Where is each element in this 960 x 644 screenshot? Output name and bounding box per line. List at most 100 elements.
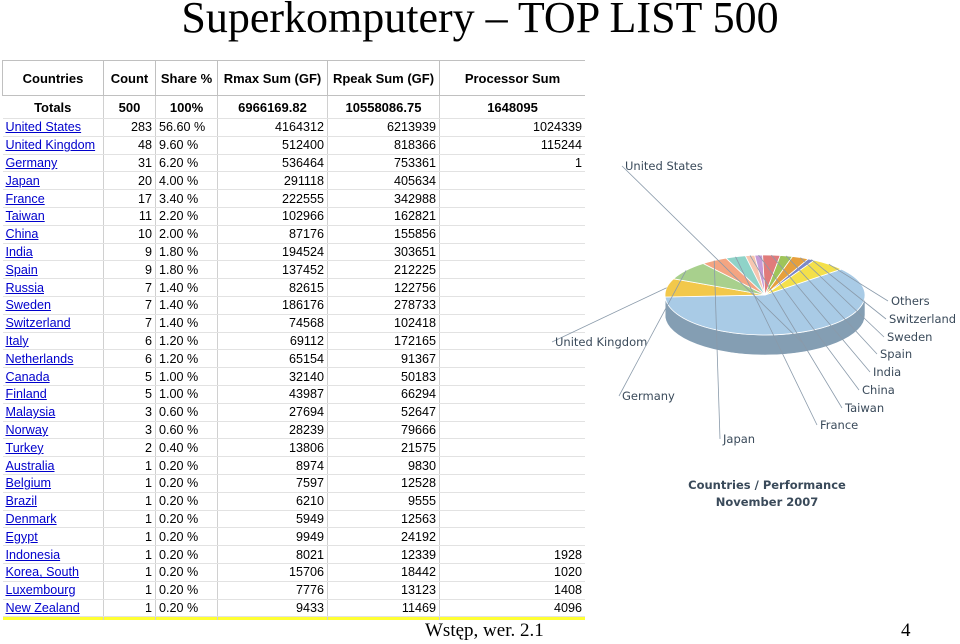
rpeak-cell: 278733 (327, 296, 440, 315)
table-row: Germany 31 6.20 % 536464 753361 1 (2, 154, 585, 173)
count-cell: 6 (103, 349, 156, 369)
processor-sum-cell (439, 367, 585, 386)
rmax-cell: 15706 (217, 563, 328, 582)
count-cell: 1 (103, 599, 156, 618)
top500-table-container: Countries Count Share % Rmax Sum (GF) Rp… (2, 60, 585, 620)
count-cell: 1 (103, 545, 156, 564)
rpeak-cell: 818366 (327, 136, 440, 155)
country-link[interactable]: Norway (2, 421, 104, 440)
country-link[interactable]: Indonesia (2, 545, 104, 564)
country-link[interactable]: Taiwan (2, 207, 104, 226)
rpeak-cell: 405634 (327, 171, 440, 191)
header-countries[interactable]: Countries (2, 60, 104, 96)
country-link[interactable]: Sweden (2, 296, 104, 315)
share-cell: 1.80 % (155, 260, 218, 280)
count-cell: 283 (103, 118, 156, 137)
share-cell: 1.00 % (155, 385, 218, 404)
processor-sum-cell (439, 296, 585, 315)
leader-line-france (735, 256, 818, 426)
header-rpeak[interactable]: Rpeak Sum (GF) (327, 60, 440, 96)
country-link[interactable]: Poland (2, 616, 104, 620)
count-cell: 7 (103, 296, 156, 315)
country-link[interactable]: France (2, 189, 104, 208)
table-body: Totals 500 100% 6966169.82 10558086.75 1… (2, 95, 585, 620)
count-cell: 20 (103, 171, 156, 191)
table-row: Finland 5 1.00 % 43987 66294 (2, 385, 585, 404)
rpeak-cell: 9830 (327, 456, 440, 475)
count-cell: 1 (103, 563, 156, 582)
country-link[interactable]: Malaysia (2, 403, 104, 422)
country-link[interactable]: Finland (2, 385, 104, 404)
table-row: France 17 3.40 % 222555 342988 (2, 189, 585, 208)
country-link[interactable]: Canada (2, 367, 104, 386)
count-cell: 17 (103, 189, 156, 208)
pie-slice-others (764, 259, 843, 296)
share-cell: 0.20 % (155, 510, 218, 529)
rmax-cell: 512400 (217, 136, 328, 155)
table-row: India 9 1.80 % 194524 303651 (2, 243, 585, 262)
leader-line-others (828, 263, 889, 302)
country-link[interactable]: Japan (2, 171, 104, 191)
share-cell: 1.20 % (155, 349, 218, 369)
leader-line-united-states (621, 165, 803, 343)
rmax-cell: 6210 (217, 492, 328, 511)
header-processor-sum[interactable]: Processor Sum (439, 60, 585, 96)
table-row: Brazil 1 0.20 % 6210 9555 (2, 492, 585, 511)
processor-sum-cell: 1288 (439, 616, 585, 620)
pie-slice-united-states (664, 268, 866, 336)
table-row: New Zealand 1 0.20 % 9433 11469 4096 (2, 599, 585, 618)
leader-line-united-kingdom (551, 287, 667, 343)
rmax-cell: 8021 (217, 545, 328, 564)
processor-sum-cell (439, 243, 585, 262)
share-cell: 0.20 % (155, 563, 218, 582)
country-link[interactable]: Turkey (2, 438, 104, 458)
country-link[interactable]: Germany (2, 154, 104, 173)
pie-label-switzerland: Switzerland (889, 312, 956, 326)
country-link[interactable]: New Zealand (2, 599, 104, 618)
header-rmax[interactable]: Rmax Sum (GF) (217, 60, 328, 96)
table-row: United Kingdom 48 9.60 % 512400 818366 115244 (2, 136, 585, 155)
count-cell: 7 (103, 278, 156, 297)
country-link[interactable]: Spain (2, 260, 104, 280)
country-link[interactable]: Belgium (2, 474, 104, 493)
country-link[interactable]: Egypt (2, 527, 104, 547)
country-link[interactable]: China (2, 225, 104, 244)
country-link[interactable]: United Kingdom (2, 136, 104, 155)
rmax-cell: 82615 (217, 278, 328, 297)
rpeak-cell: 66294 (327, 385, 440, 404)
rmax-cell: 28239 (217, 421, 328, 440)
leader-line-taiwan (749, 255, 843, 409)
share-cell: 0.20 % (155, 599, 218, 618)
rmax-cell: 74568 (217, 314, 328, 333)
table-row: Sweden 7 1.40 % 186176 278733 (2, 296, 585, 315)
rmax-cell: 4164312 (217, 118, 328, 137)
share-cell: 0.60 % (155, 403, 218, 422)
table-row: Japan 20 4.00 % 291118 405634 (2, 171, 585, 191)
table-row: Norway 3 0.60 % 28239 79666 (2, 421, 585, 440)
totals-processor-sum: 1648095 (439, 95, 585, 119)
leader-line-china (758, 254, 860, 391)
count-cell: 11 (103, 207, 156, 226)
rpeak-cell: 9555 (327, 492, 440, 511)
country-link[interactable]: Korea, South (2, 563, 104, 582)
count-cell: 1 (103, 527, 156, 547)
pie-label-taiwan: Taiwan (844, 401, 884, 415)
country-link[interactable]: Australia (2, 456, 104, 475)
rpeak-cell: 212225 (327, 260, 440, 280)
country-link[interactable]: Russia (2, 278, 104, 297)
country-link[interactable]: Brazil (2, 492, 104, 511)
header-count[interactable]: Count (103, 60, 156, 96)
country-link[interactable]: Netherlands (2, 349, 104, 369)
header-share[interactable]: Share % (155, 60, 218, 96)
country-link[interactable]: Denmark (2, 510, 104, 529)
country-link[interactable]: Italy (2, 332, 104, 351)
country-link[interactable]: United States (2, 118, 104, 137)
country-link[interactable]: Luxembourg (2, 581, 104, 600)
rmax-cell: 43987 (217, 385, 328, 404)
country-link[interactable]: Switzerland (2, 314, 104, 333)
pie-label-united-kingdom: United Kingdom (555, 335, 647, 349)
pie-label-sweden: Sweden (887, 330, 932, 344)
processor-sum-cell: 4096 (439, 599, 585, 618)
rmax-cell: 291118 (217, 171, 328, 191)
country-link[interactable]: India (2, 243, 104, 262)
